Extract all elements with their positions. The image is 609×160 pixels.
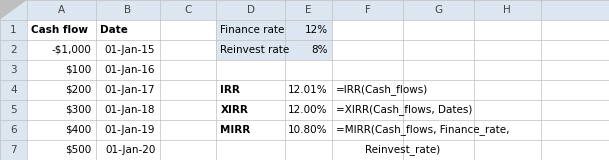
Text: Date: Date	[100, 25, 128, 35]
Text: $400: $400	[65, 125, 91, 135]
Text: C: C	[184, 5, 192, 15]
Text: $500: $500	[65, 145, 91, 155]
Text: 01-Jan-16: 01-Jan-16	[105, 65, 155, 75]
Text: 12%: 12%	[304, 25, 328, 35]
Text: 01-Jan-19: 01-Jan-19	[105, 125, 155, 135]
Text: 3: 3	[10, 65, 16, 75]
Text: 8%: 8%	[311, 45, 328, 55]
Text: D: D	[247, 5, 255, 15]
Text: Reinvest rate: Reinvest rate	[220, 45, 290, 55]
Text: 4: 4	[10, 85, 16, 95]
Text: Finance rate: Finance rate	[220, 25, 285, 35]
Text: 12.00%: 12.00%	[288, 105, 328, 115]
Text: 12.01%: 12.01%	[288, 85, 328, 95]
Bar	[0, 0, 27, 160]
Text: 7: 7	[10, 145, 16, 155]
Text: MIRR: MIRR	[220, 125, 251, 135]
Text: E: E	[305, 5, 312, 15]
Bar	[0, 0, 609, 20]
Polygon shape	[0, 0, 27, 20]
Text: A: A	[58, 5, 65, 15]
Text: =XIRR(Cash_flows, Dates): =XIRR(Cash_flows, Dates)	[336, 104, 473, 115]
Text: $100: $100	[65, 65, 91, 75]
Text: 6: 6	[10, 125, 16, 135]
Text: $300: $300	[65, 105, 91, 115]
Text: F: F	[365, 5, 370, 15]
Text: G: G	[434, 5, 443, 15]
Text: B: B	[124, 5, 131, 15]
Text: 5: 5	[10, 105, 16, 115]
Text: $200: $200	[65, 85, 91, 95]
Text: IRR: IRR	[220, 85, 241, 95]
Text: 10.80%: 10.80%	[288, 125, 328, 135]
Text: -$1,000: -$1,000	[52, 45, 91, 55]
Text: H: H	[504, 5, 511, 15]
Text: XIRR: XIRR	[220, 105, 248, 115]
Text: Reinvest_rate): Reinvest_rate)	[365, 144, 440, 155]
Text: 1: 1	[10, 25, 16, 35]
Text: 01-Jan-18: 01-Jan-18	[105, 105, 155, 115]
Text: 01-Jan-17: 01-Jan-17	[105, 85, 155, 95]
Text: 01-Jan-20: 01-Jan-20	[105, 145, 155, 155]
Text: =MIRR(Cash_flows, Finance_rate,: =MIRR(Cash_flows, Finance_rate,	[336, 124, 510, 135]
Bar	[216, 20, 332, 60]
Text: Cash flow: Cash flow	[31, 25, 88, 35]
Text: 01-Jan-15: 01-Jan-15	[105, 45, 155, 55]
Text: 2: 2	[10, 45, 16, 55]
Text: =IRR(Cash_flows): =IRR(Cash_flows)	[336, 84, 428, 95]
